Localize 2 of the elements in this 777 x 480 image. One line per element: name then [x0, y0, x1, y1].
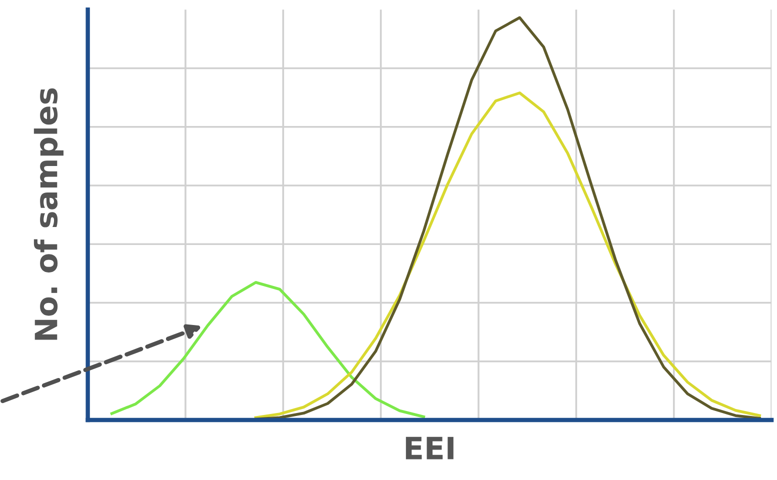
x-axis-title: EEI [406, 436, 454, 460]
y-axis-title: No. of samples [34, 88, 64, 340]
